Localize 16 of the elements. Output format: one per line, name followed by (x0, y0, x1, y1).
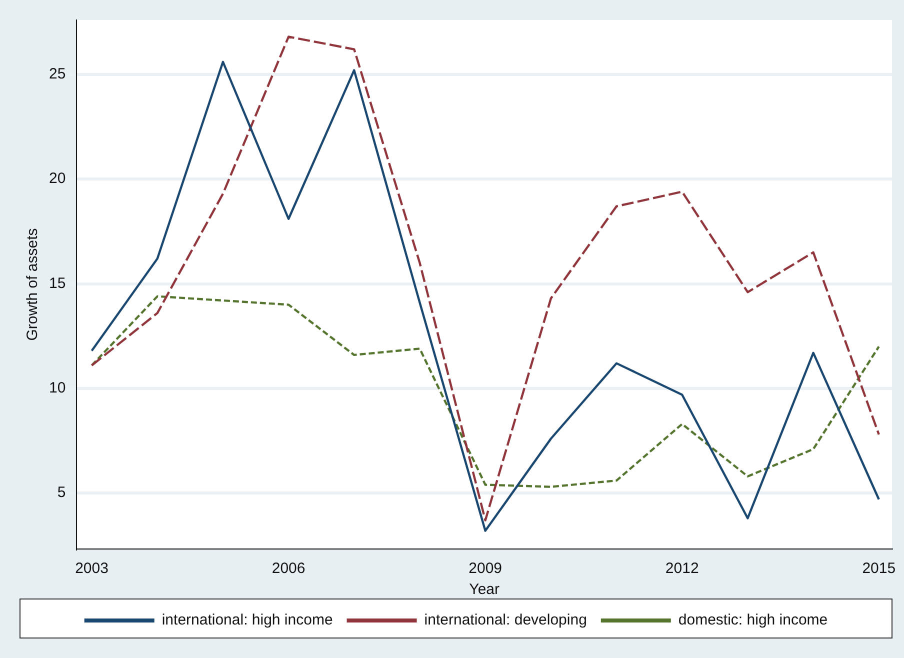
x-axis-title: Year (469, 581, 500, 598)
legend-label: international: developing (424, 612, 587, 629)
legend-label: domestic: high income (678, 612, 828, 629)
y-tick-label: 25 (48, 66, 66, 83)
x-tick-label: 2009 (468, 560, 502, 578)
y-axis-title: Growth of assets (24, 228, 42, 341)
y-tick-label: 15 (48, 274, 66, 292)
y-tick-label: 20 (48, 170, 66, 188)
y-tick-label: 5 (57, 484, 66, 502)
x-tick-label: 2003 (75, 560, 108, 578)
x-tick-label: 2015 (862, 560, 896, 578)
y-tick-label: 10 (48, 380, 66, 397)
line-series (90, 295, 880, 488)
legend-label: international: high income (162, 612, 333, 629)
x-tick-label: 2012 (665, 560, 699, 578)
x-tick-label: 2006 (272, 560, 306, 578)
